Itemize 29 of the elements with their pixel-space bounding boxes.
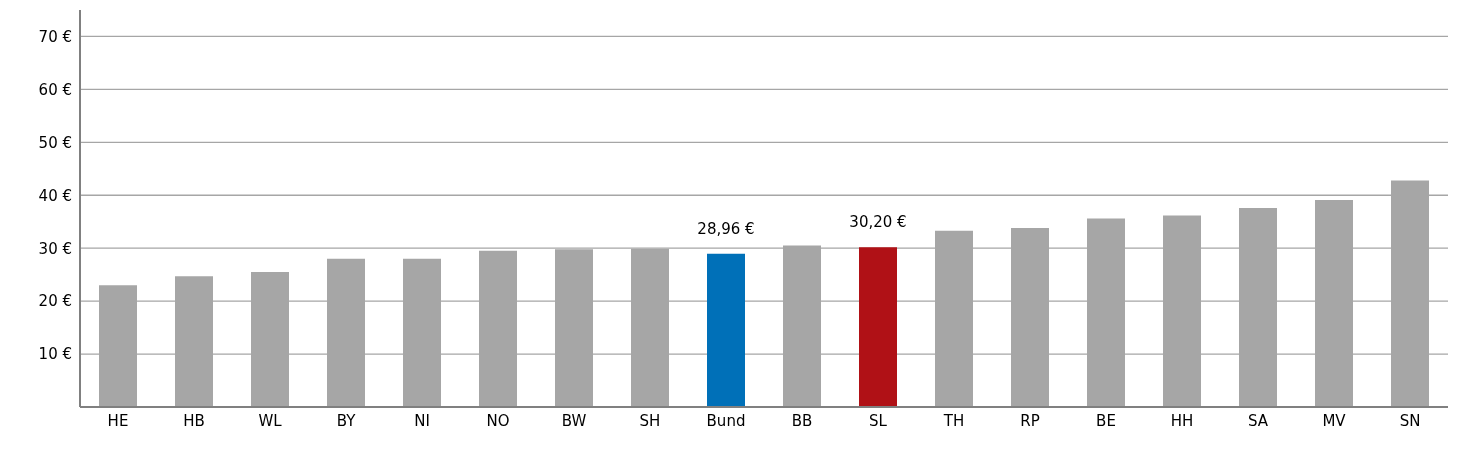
x-tick-label: BY: [336, 411, 357, 430]
x-tick-label: NO: [486, 411, 510, 430]
y-tick-label: 60 €: [38, 80, 72, 99]
y-tick-label: 40 €: [38, 186, 72, 205]
x-tick-label: Bund: [706, 411, 746, 430]
bar: [707, 253, 745, 407]
x-tick-label: WL: [258, 411, 283, 430]
x-tick-label: SA: [1247, 411, 1269, 430]
x-tick-label: NI: [414, 411, 430, 430]
x-tick-label: BE: [1096, 411, 1116, 430]
x-tick-label: SH: [639, 411, 661, 430]
data-label: 28,96 €: [697, 219, 755, 238]
x-tick-label: SL: [869, 411, 888, 430]
y-tick-label: 50 €: [38, 133, 72, 152]
x-tick-label: HB: [183, 411, 205, 430]
x-tick-label: HE: [107, 411, 129, 430]
x-tick-label: SN: [1399, 411, 1421, 430]
y-tick-label: 10 €: [38, 345, 72, 364]
y-tick-label: 30 €: [38, 239, 72, 258]
x-tick-label: BW: [561, 411, 587, 430]
y-tick-label: 70 €: [38, 27, 72, 46]
x-tick-label: MV: [1322, 411, 1347, 430]
bar: [859, 247, 897, 407]
x-tick-label: RP: [1020, 411, 1040, 430]
x-tick-label: HH: [1170, 411, 1194, 430]
x-tick-label: BB: [791, 411, 813, 430]
x-tick-label: TH: [942, 411, 965, 430]
data-label: 30,20 €: [849, 213, 907, 232]
y-tick-label: 20 €: [38, 292, 72, 311]
